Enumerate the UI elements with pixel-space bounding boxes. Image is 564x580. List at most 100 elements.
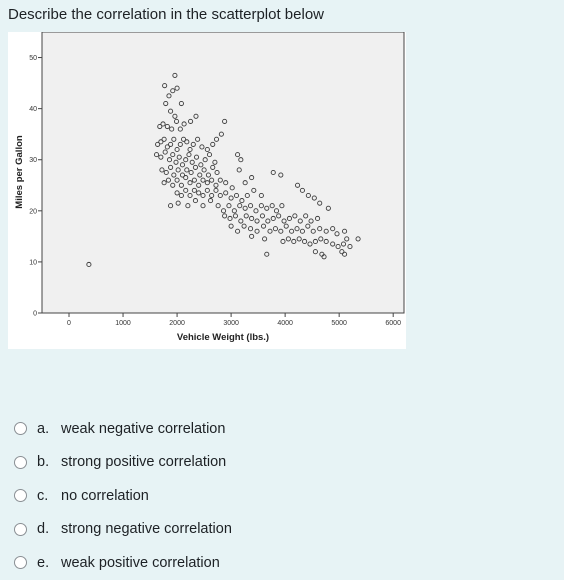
data-point [317, 200, 323, 206]
data-point [264, 251, 270, 257]
data-point [281, 218, 287, 224]
data-point [269, 203, 275, 209]
data-point [171, 136, 177, 142]
data-point [223, 190, 229, 196]
data-point [220, 208, 227, 214]
x-tick-label: 6000 [385, 320, 401, 327]
data-point [248, 226, 254, 232]
data-point [183, 187, 189, 193]
data-point [170, 182, 176, 188]
data-point [153, 152, 160, 158]
data-point [155, 141, 161, 147]
data-point [166, 157, 173, 163]
data-point [192, 164, 198, 170]
option-b[interactable]: b. strong positive correlation [14, 446, 414, 480]
data-point [260, 223, 267, 229]
data-point [186, 152, 192, 158]
y-tick-label: 30 [29, 157, 37, 164]
y-axis-label: Miles per Gallon [14, 135, 25, 209]
option-letter: a. [37, 420, 50, 437]
data-point [210, 141, 216, 147]
radio-button[interactable] [14, 422, 27, 436]
option-letter: b. [37, 454, 50, 471]
data-point [307, 241, 313, 247]
data-point [181, 121, 187, 127]
data-point [204, 146, 210, 153]
question-text: Describe the correlation in the scatterp… [8, 6, 324, 23]
option-letter: c. [37, 487, 49, 504]
data-point [236, 167, 242, 173]
plot-area [41, 32, 405, 314]
data-point [170, 152, 176, 158]
data-point [229, 185, 235, 191]
data-point [177, 126, 183, 132]
data-point [200, 192, 206, 199]
data-point [161, 180, 167, 186]
data-point [325, 205, 331, 211]
data-point [235, 152, 241, 158]
data-point [258, 203, 264, 209]
option-label: weak positive correlation [61, 554, 220, 571]
data-point [202, 157, 208, 163]
data-point [187, 146, 193, 153]
data-point [175, 200, 181, 206]
data-point [205, 172, 211, 178]
data-point [344, 236, 350, 242]
data-point [177, 141, 183, 147]
data-point [227, 215, 233, 222]
data-point [296, 236, 302, 242]
y-tick-label: 20 [29, 208, 37, 215]
data-point [318, 236, 324, 242]
x-tick-label: 1000 [115, 320, 131, 327]
radio-button[interactable] [14, 489, 27, 503]
data-point [310, 228, 316, 234]
y-tick-label: 10 [29, 259, 37, 266]
data-point [317, 226, 323, 232]
data-point [299, 228, 305, 234]
data-point [232, 213, 238, 219]
scatterplot-figure: 0 10 20 30 40 50 0 1000 2000 3000 4000 5000 6000 Ve… [8, 32, 406, 349]
data-point [334, 231, 340, 237]
data-point [312, 249, 318, 255]
data-point [285, 236, 291, 242]
data-point [235, 228, 241, 234]
data-points [86, 72, 361, 268]
data-point [248, 203, 254, 209]
option-a[interactable]: a. weak negative correlation [14, 412, 414, 446]
data-point [311, 195, 317, 201]
x-tick-label: 2000 [169, 320, 185, 327]
option-d[interactable]: d. strong negative correlation [14, 513, 414, 547]
option-c[interactable]: c. no correlation [14, 479, 414, 513]
data-point [237, 203, 243, 209]
data-point [178, 192, 184, 199]
data-point [215, 203, 221, 209]
data-point [173, 118, 180, 124]
data-point [280, 238, 286, 245]
y-tick-label: 50 [29, 55, 37, 62]
data-point [166, 93, 172, 99]
radio-button[interactable] [14, 522, 27, 536]
data-point [267, 228, 273, 234]
data-point [321, 254, 327, 260]
radio-button[interactable] [14, 556, 27, 570]
data-point [330, 226, 336, 232]
data-point [228, 195, 234, 201]
data-point [292, 213, 298, 219]
data-point [226, 203, 232, 209]
data-point [168, 203, 174, 209]
data-point [185, 203, 191, 209]
data-point [239, 198, 245, 204]
data-point [323, 228, 329, 234]
option-e[interactable]: e. weak positive correlation [14, 546, 414, 580]
data-point [189, 159, 195, 165]
x-axis-label: Vehicle Weight (lbs.) [177, 332, 269, 343]
data-point [199, 144, 205, 150]
option-label: weak negative correlation [61, 420, 226, 437]
data-point [299, 187, 305, 193]
radio-button[interactable] [14, 455, 27, 469]
data-point [272, 226, 278, 232]
data-point [168, 141, 174, 147]
data-point [174, 177, 180, 183]
option-label: strong negative correlation [61, 521, 232, 538]
data-point [217, 192, 223, 199]
